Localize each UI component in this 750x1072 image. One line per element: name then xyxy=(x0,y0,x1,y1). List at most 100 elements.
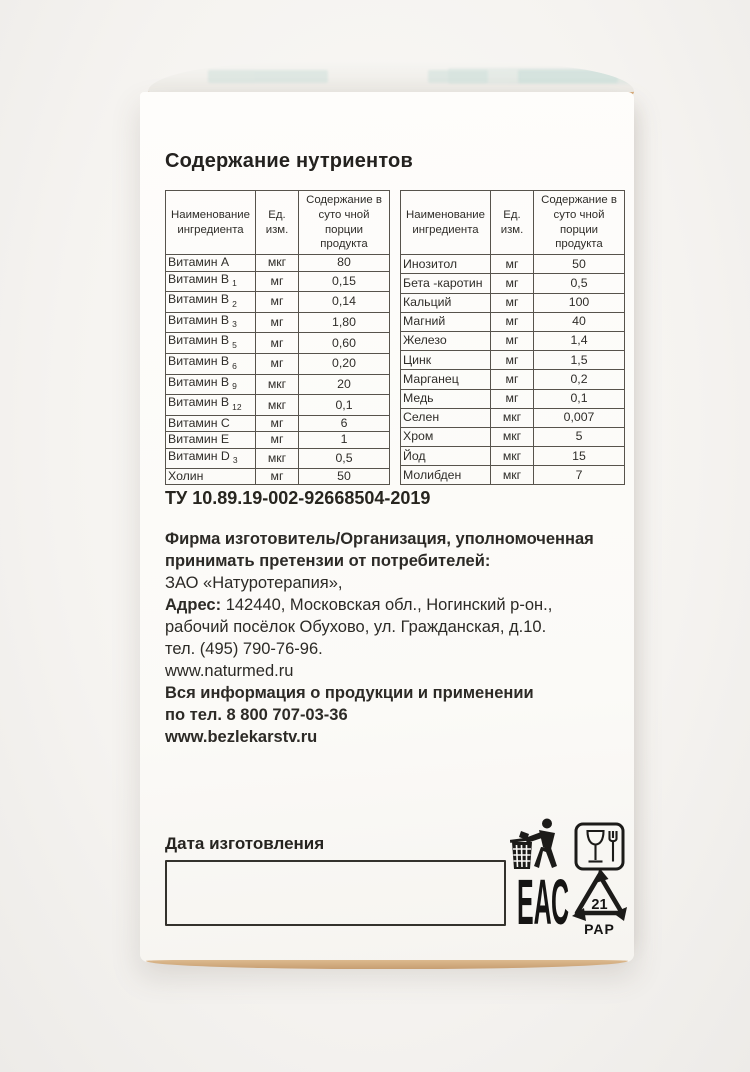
ingredient-unit: мкг xyxy=(255,373,299,396)
tu-standard-number: ТУ 10.89.19-002-92668504-2019 xyxy=(165,488,431,508)
ingredient-value: 0,1 xyxy=(533,388,625,409)
ingredient-value: 100 xyxy=(533,292,625,313)
address-label: Адрес: xyxy=(165,596,222,614)
ingredient-unit: мкг xyxy=(490,426,534,448)
header-unit: Ед. изм. xyxy=(490,189,534,256)
minerals-table: Наименование ингредиента Ед. изм. Содерж… xyxy=(400,189,625,486)
ingredient-unit: мг xyxy=(255,415,299,433)
ingredient-name: Бета -каротин xyxy=(400,273,491,294)
ingredient-name: Йод xyxy=(400,446,491,467)
ingredient-unit: мг xyxy=(255,431,299,449)
ingredient-value: 20 xyxy=(298,373,390,396)
ingredient-value: 6 xyxy=(298,415,390,433)
food-contact-safe-icon xyxy=(574,822,625,871)
info-website: www.bezlekarstv.ru xyxy=(165,728,318,746)
ingredient-name: Холин xyxy=(165,468,256,486)
ingredient-value: 50 xyxy=(298,468,390,486)
ingredient-value: 50 xyxy=(533,254,625,275)
ingredient-unit: мг xyxy=(255,311,299,334)
nutrient-row: Хром мкг 5 xyxy=(400,426,625,448)
ingredient-name: Медь xyxy=(400,388,491,409)
manufacture-date-field xyxy=(165,860,506,926)
manufacturer-website: www.naturmed.ru xyxy=(165,662,294,680)
nutrient-row: Витамин В 2 мг 0,14 xyxy=(165,291,390,313)
nutrient-row: Витамин В 1 мг 0,15 xyxy=(165,270,390,293)
nutrient-row: Кальций мг 100 xyxy=(400,292,625,313)
nutrient-row: Инозитол мг 50 xyxy=(400,254,625,275)
ingredient-value: 0,5 xyxy=(533,273,625,294)
info-block: Вся информация о продукции и применении … xyxy=(165,682,610,748)
ingredient-value: 0,14 xyxy=(298,291,390,313)
address-line: рабочий посёлок Обухово, ул. Гражданская… xyxy=(165,618,547,636)
ingredient-value: 1,4 xyxy=(533,330,625,352)
nutrient-row: Витамин В 5 мг 0,60 xyxy=(165,332,390,355)
address-value: 142440, Московская обл., Ногинский р-он.… xyxy=(225,596,553,614)
info-phone: по тел. 8 800 707-03-36 xyxy=(165,706,348,724)
ingredient-unit: мг xyxy=(255,270,299,293)
ingredient-name: Кальций xyxy=(400,292,491,313)
ingredient-value: 1,5 xyxy=(533,350,625,371)
ingredient-value: 40 xyxy=(533,311,625,333)
nutrient-row: Молибден мкг 7 xyxy=(400,465,625,486)
ingredient-value: 0,007 xyxy=(533,407,625,428)
ingredient-unit: мкг xyxy=(490,407,534,428)
company-name: ЗАО «Натуротерапия», xyxy=(165,574,343,592)
ingredient-unit: мкг xyxy=(255,447,299,470)
ingredient-unit: мг xyxy=(255,332,299,355)
ingredient-value: 0,1 xyxy=(298,394,390,417)
ingredient-unit: мкг xyxy=(255,254,299,272)
ingredient-unit: мг xyxy=(255,291,299,313)
page-title: Содержание нутриентов xyxy=(165,150,413,172)
recycle-material: PAP xyxy=(584,921,615,937)
eac-mark: ЕАС xyxy=(517,876,569,926)
nutrient-row: Витамин В 3 мг 1,80 xyxy=(165,311,390,334)
ingredient-name: Цинк xyxy=(400,350,491,371)
nutrient-row: Витамин В 12 мкг 0,1 xyxy=(165,394,390,417)
ingredient-name: Инозитол xyxy=(400,254,491,275)
ingredient-name: Витамин С xyxy=(165,415,256,433)
ingredient-value: 0,5 xyxy=(298,447,390,470)
ingredient-name: Магний xyxy=(400,311,491,333)
ingredient-value: 0,2 xyxy=(533,369,625,390)
nutrient-row: Магний мг 40 xyxy=(400,311,625,333)
box-front-panel: Содержание нутриентов Наименование ингре… xyxy=(140,92,634,969)
nutrient-row: Витамин В 6 мг 0,20 xyxy=(165,353,390,375)
ingredient-name: Витамин А xyxy=(165,254,256,272)
ingredient-unit: мкг xyxy=(490,446,534,467)
ingredient-value: 80 xyxy=(298,254,390,272)
header-ingredient: Наименование ингредиента xyxy=(400,189,491,256)
ingredient-name: Витамин Е xyxy=(165,431,256,449)
ingredient-value: 7 xyxy=(533,465,625,486)
flap-print-decor xyxy=(208,70,328,83)
tidyman-icon xyxy=(510,818,557,869)
nutrient-row: Бета -каротин мг 0,5 xyxy=(400,273,625,294)
manufacturer-heading: Фирма изготовитель/Организация, уполномо… xyxy=(165,530,594,548)
header-amount: Содержание в суто чной порции продукта xyxy=(533,189,625,256)
nutrient-row: Витамин В 9 мкг 20 xyxy=(165,373,390,396)
ingredient-unit: мг xyxy=(490,330,534,352)
flap-print-decor xyxy=(518,70,618,83)
manufacturer-block: Фирма изготовитель/Организация, уполномо… xyxy=(165,528,610,682)
ingredient-name: Хром xyxy=(400,426,491,448)
ingredient-name: Железо xyxy=(400,330,491,352)
ingredient-value: 1,80 xyxy=(298,311,390,334)
ingredient-unit: мг xyxy=(490,254,534,275)
nutrient-row: Селен мкг 0,007 xyxy=(400,407,625,428)
eac-text: ЕАС xyxy=(517,876,569,926)
ingredient-unit: мг xyxy=(490,292,534,313)
ingredient-unit: мг xyxy=(490,273,534,294)
ingredient-unit: мг xyxy=(490,350,534,371)
ingredient-value: 5 xyxy=(533,426,625,448)
nutrient-row: Холин мг 50 xyxy=(165,468,390,486)
recycle-code: 21 xyxy=(591,897,607,913)
nutrient-tables: Наименование ингредиента Ед. изм. Содерж… xyxy=(165,189,625,486)
